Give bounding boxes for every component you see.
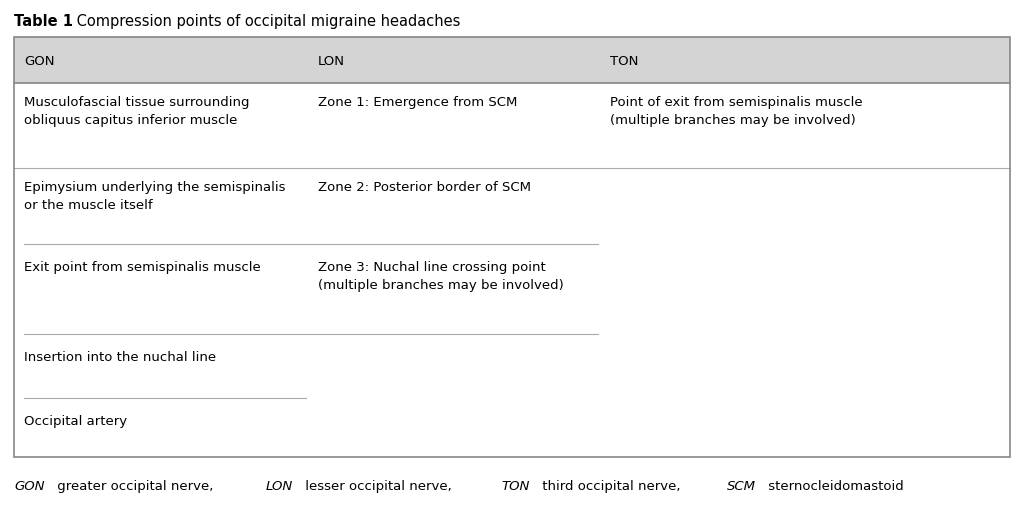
Text: Musculofascial tissue surrounding
obliquus capitus inferior muscle: Musculofascial tissue surrounding obliqu… bbox=[24, 96, 250, 127]
Text: Zone 1: Emergence from SCM: Zone 1: Emergence from SCM bbox=[318, 96, 517, 109]
Text: Zone 3: Nuchal line crossing point
(multiple branches may be involved): Zone 3: Nuchal line crossing point (mult… bbox=[318, 260, 564, 291]
Text: Table 1: Table 1 bbox=[14, 14, 73, 29]
Text: LON: LON bbox=[318, 55, 345, 67]
Text: Insertion into the nuchal line: Insertion into the nuchal line bbox=[24, 350, 216, 363]
Text: GON: GON bbox=[14, 479, 44, 492]
Text: Compression points of occipital migraine headaches: Compression points of occipital migraine… bbox=[72, 14, 461, 29]
Text: Point of exit from semispinalis muscle
(multiple branches may be involved): Point of exit from semispinalis muscle (… bbox=[610, 96, 862, 127]
Text: LON: LON bbox=[266, 479, 293, 492]
Text: Zone 2: Posterior border of SCM: Zone 2: Posterior border of SCM bbox=[318, 181, 531, 193]
Text: sternocleidomastoid: sternocleidomastoid bbox=[764, 479, 904, 492]
Text: GON: GON bbox=[24, 55, 54, 67]
Bar bbox=[14, 38, 1010, 84]
Text: Epimysium underlying the semispinalis
or the muscle itself: Epimysium underlying the semispinalis or… bbox=[24, 181, 286, 212]
Text: greater occipital nerve,: greater occipital nerve, bbox=[53, 479, 218, 492]
Bar bbox=[14, 38, 1010, 457]
Text: TON: TON bbox=[610, 55, 638, 67]
Text: third occipital nerve,: third occipital nerve, bbox=[538, 479, 684, 492]
Text: lesser occipital nerve,: lesser occipital nerve, bbox=[301, 479, 456, 492]
Text: TON: TON bbox=[501, 479, 529, 492]
Text: Exit point from semispinalis muscle: Exit point from semispinalis muscle bbox=[24, 260, 261, 273]
Text: SCM: SCM bbox=[727, 479, 756, 492]
Text: Occipital artery: Occipital artery bbox=[24, 414, 127, 427]
